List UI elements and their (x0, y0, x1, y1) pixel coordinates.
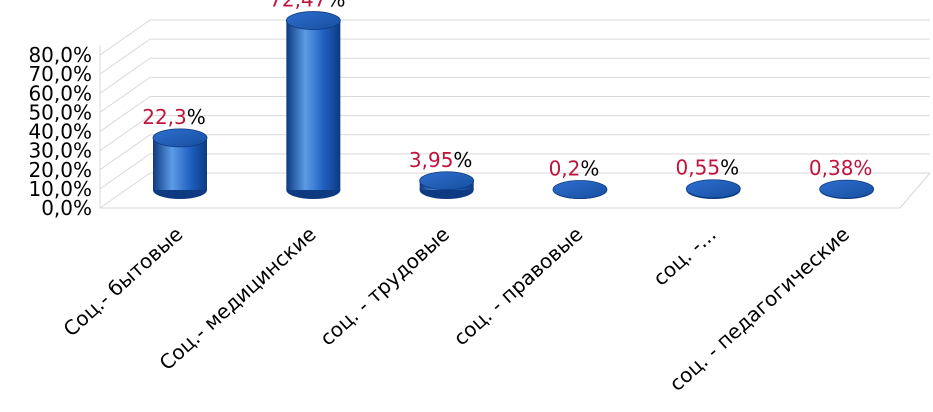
gridline-side (99, 76, 151, 113)
gridline-side (99, 134, 151, 171)
x-tick-label: соц. - правовые (449, 222, 588, 350)
bar (685, 179, 741, 199)
bar (819, 179, 875, 199)
gridline-side (99, 57, 151, 94)
data-label-number: 72,47 (269, 0, 326, 12)
data-label: 0,38% (809, 156, 873, 180)
data-label-number: 0,38% (809, 156, 873, 180)
floor-right-edge (899, 172, 931, 209)
y-tick-label: 10,0% (28, 177, 92, 201)
data-label: 72,47% (269, 0, 345, 12)
data-label-number: 3,95 (409, 148, 454, 172)
bar (419, 171, 475, 199)
y-tick-label: 60,0% (28, 81, 92, 105)
bar-top (552, 180, 608, 199)
gridline-side (99, 153, 151, 190)
bar (152, 128, 208, 199)
x-tick-label: соц. -... (648, 222, 720, 291)
data-label-number: 0,2 (549, 157, 581, 181)
data-label-suffix: % (580, 157, 599, 181)
y-tick-label: 20,0% (28, 158, 92, 182)
data-label-suffix: % (720, 156, 739, 180)
y-tick-label: 40,0% (28, 120, 92, 144)
y-axis: 0,0%10,0%20,0%30,0%40,0%50,0%60,0%70,0%8… (28, 43, 92, 220)
data-label: 22,3% (142, 105, 206, 129)
x-tick-label: Соц.- бытовые (59, 222, 188, 341)
data-label: 3,95% (409, 148, 473, 172)
bars (152, 11, 875, 199)
bar-top (285, 11, 341, 30)
bar (285, 11, 341, 199)
y-tick-label: 80,0% (28, 43, 92, 67)
bar-top (152, 128, 208, 148)
gridline-side (99, 115, 151, 152)
data-label-suffix: % (187, 105, 206, 129)
data-labels: 22,3%72,47%3,95%0,2%0,55%0,38% (142, 0, 872, 181)
data-label-suffix: % (453, 148, 472, 172)
grid (99, 19, 931, 209)
gridline-side (99, 38, 151, 75)
y-tick-label: 70,0% (28, 62, 92, 86)
y-tick-label: 50,0% (28, 100, 92, 124)
data-label-suffix: % (326, 0, 345, 12)
gridline-side (99, 96, 151, 132)
gridline-side (99, 19, 151, 56)
bar-top (819, 179, 875, 199)
data-label-number: 22,3 (142, 105, 187, 129)
y-tick-label: 30,0% (28, 139, 92, 163)
x-tick-label: соц. - трудовые (315, 222, 454, 350)
gridline-side (99, 172, 151, 209)
bar-body (286, 20, 341, 191)
data-label: 0,2% (549, 157, 600, 181)
bar-top (419, 171, 475, 191)
data-label-number: 0,55 (676, 156, 721, 180)
bar (552, 180, 608, 199)
y-tick-label: 0,0% (41, 196, 92, 220)
bar-top (685, 179, 741, 199)
data-label: 0,55% (676, 156, 740, 180)
